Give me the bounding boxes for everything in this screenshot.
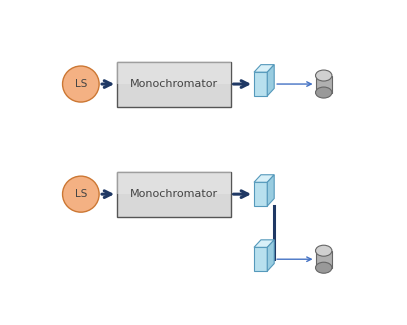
Polygon shape bbox=[254, 240, 274, 247]
Text: LS: LS bbox=[74, 189, 87, 199]
FancyBboxPatch shape bbox=[315, 75, 332, 93]
FancyBboxPatch shape bbox=[315, 251, 332, 268]
Polygon shape bbox=[254, 247, 267, 271]
Polygon shape bbox=[254, 65, 274, 72]
Ellipse shape bbox=[63, 176, 99, 212]
FancyBboxPatch shape bbox=[117, 172, 231, 217]
Polygon shape bbox=[267, 65, 274, 96]
FancyBboxPatch shape bbox=[117, 172, 231, 194]
Polygon shape bbox=[267, 240, 274, 271]
Polygon shape bbox=[254, 175, 274, 182]
Ellipse shape bbox=[315, 87, 332, 98]
Ellipse shape bbox=[315, 262, 332, 273]
Polygon shape bbox=[267, 175, 274, 206]
FancyBboxPatch shape bbox=[117, 61, 231, 107]
Text: Monochromator: Monochromator bbox=[130, 189, 218, 199]
Ellipse shape bbox=[315, 70, 332, 81]
FancyBboxPatch shape bbox=[117, 61, 231, 84]
Ellipse shape bbox=[315, 245, 332, 256]
Polygon shape bbox=[254, 182, 267, 206]
Text: Monochromator: Monochromator bbox=[130, 79, 218, 89]
Polygon shape bbox=[254, 72, 267, 96]
Ellipse shape bbox=[63, 66, 99, 102]
Text: LS: LS bbox=[74, 79, 87, 89]
